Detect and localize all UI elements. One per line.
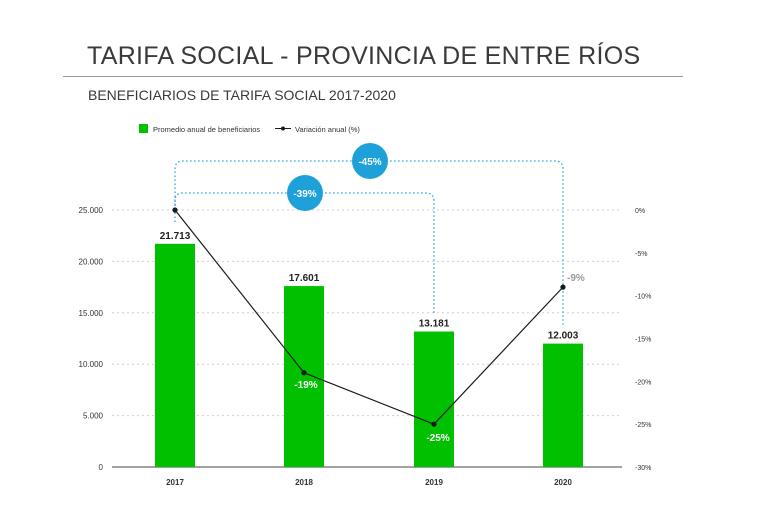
line-data-label: -9% bbox=[567, 273, 585, 284]
bar-data-label: 13.181 bbox=[419, 318, 450, 329]
bar bbox=[284, 286, 324, 467]
x-tick-label: 2017 bbox=[166, 478, 184, 487]
legend-label-bars: Promedio anual de beneficiarios bbox=[153, 125, 260, 134]
x-tick-label: 2020 bbox=[554, 478, 572, 487]
y-right-tick-label: -10% bbox=[635, 294, 651, 301]
y-left-tick-label: 25.000 bbox=[79, 206, 104, 215]
chart-subtitle: BENEFICIARIOS DE TARIFA SOCIAL 2017-2020 bbox=[88, 87, 396, 103]
bar-data-label: 21.713 bbox=[160, 231, 191, 242]
line-point bbox=[301, 370, 307, 376]
bar bbox=[155, 243, 195, 467]
line-point bbox=[172, 207, 178, 213]
y-left-tick-label: 0 bbox=[99, 463, 104, 472]
bar bbox=[414, 331, 454, 467]
y-right-tick-label: -20% bbox=[635, 379, 651, 386]
y-right-tick-label: -15% bbox=[635, 337, 651, 344]
legend-swatch-marker bbox=[281, 126, 285, 131]
line-point bbox=[431, 421, 437, 427]
annotation-bubble bbox=[352, 143, 388, 179]
bar-data-label: 12.003 bbox=[548, 331, 579, 342]
y-left-tick-label: 10.000 bbox=[79, 360, 104, 369]
bar-data-label: 17.601 bbox=[289, 273, 320, 284]
y-left-tick-label: 20.000 bbox=[79, 257, 104, 266]
line-data-label: -19% bbox=[294, 380, 317, 391]
y-right-tick-label: -25% bbox=[635, 422, 651, 429]
bar bbox=[543, 343, 583, 467]
x-tick-label: 2019 bbox=[425, 478, 443, 487]
y-left-tick-label: 5.000 bbox=[83, 412, 104, 421]
y-left-tick-label: 15.000 bbox=[79, 309, 104, 318]
line-series-variacion bbox=[174, 209, 564, 425]
y-right-tick-label: -5% bbox=[635, 251, 647, 258]
y-right-tick-label: -30% bbox=[635, 465, 651, 472]
annotation-label: -45% bbox=[358, 157, 381, 168]
annotation-bubble bbox=[287, 175, 323, 211]
title-divider bbox=[63, 76, 683, 77]
annotation-bracket-2017-2020 bbox=[174, 160, 564, 326]
legend-swatch-bars bbox=[139, 124, 148, 133]
legend-label-line: Variación anual (%) bbox=[295, 125, 360, 134]
line-point bbox=[560, 284, 566, 290]
y-right-tick-label: 0% bbox=[635, 208, 645, 215]
annotation-label: -39% bbox=[293, 189, 316, 200]
x-tick-label: 2018 bbox=[295, 478, 313, 487]
line-data-label: -25% bbox=[426, 433, 449, 444]
page-title: TARIFA SOCIAL - PROVINCIA DE ENTRE RÍOS bbox=[87, 42, 641, 70]
